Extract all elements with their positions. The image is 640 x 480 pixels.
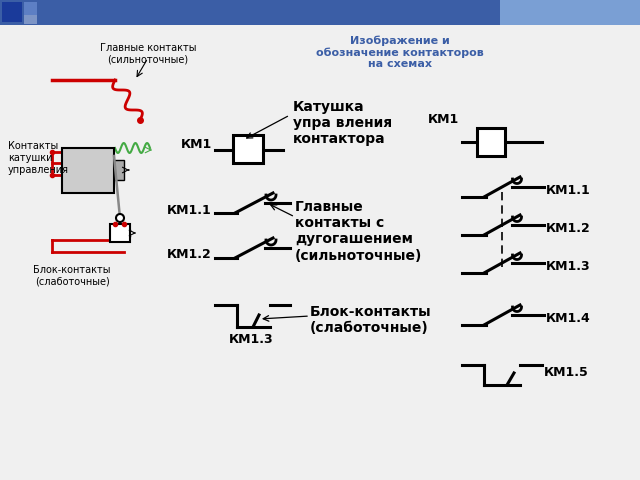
Circle shape — [116, 214, 124, 222]
Text: Контакты
катушки
управления: Контакты катушки управления — [8, 142, 69, 175]
Text: Главные
контакты с
дугогашением
(сильноточные): Главные контакты с дугогашением (сильнот… — [295, 200, 422, 263]
Bar — [24, 15, 37, 24]
Bar — [110, 224, 130, 242]
Text: КМ1: КМ1 — [180, 139, 212, 152]
Text: КМ1.1: КМ1.1 — [167, 204, 212, 216]
Bar — [114, 160, 124, 180]
Text: Катушка
упра вления
контактора: Катушка упра вления контактора — [293, 100, 392, 146]
Text: КМ1: КМ1 — [428, 113, 459, 126]
Bar — [477, 128, 505, 156]
Text: КМ1.1: КМ1.1 — [546, 183, 591, 196]
Text: КМ1.4: КМ1.4 — [546, 312, 591, 324]
Text: Блок-контакты
(слаботочные): Блок-контакты (слаботочные) — [33, 265, 111, 287]
Bar — [24, 2, 37, 15]
Text: Главные контакты
(сильноточные): Главные контакты (сильноточные) — [100, 43, 196, 65]
Text: Изображение и
обозначение контакторов
на схемах: Изображение и обозначение контакторов на… — [316, 35, 484, 69]
Bar — [2, 2, 22, 22]
Text: КМ1.2: КМ1.2 — [167, 249, 212, 262]
Bar — [62, 148, 114, 193]
Bar — [0, 0, 640, 25]
Bar — [500, 0, 640, 25]
Text: КМ1.3: КМ1.3 — [546, 260, 591, 273]
Bar — [233, 135, 263, 163]
Text: КМ1.3: КМ1.3 — [229, 333, 274, 346]
Text: КМ1.2: КМ1.2 — [546, 221, 591, 235]
Text: Блок-контакты
(слаботочные): Блок-контакты (слаботочные) — [310, 305, 431, 335]
Text: КМ1.5: КМ1.5 — [544, 367, 589, 380]
